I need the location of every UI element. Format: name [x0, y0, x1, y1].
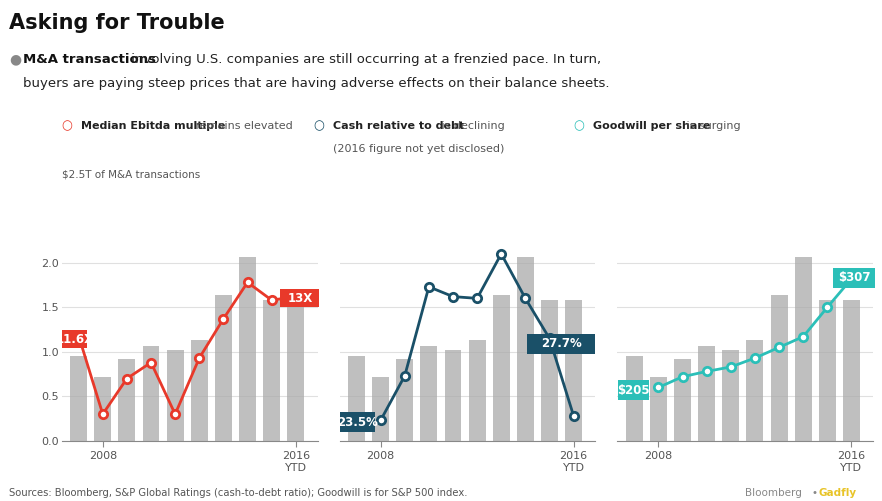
Bar [94, 377, 111, 441]
Text: 23.5%: 23.5% [337, 416, 378, 429]
FancyBboxPatch shape [527, 334, 595, 354]
Bar [143, 346, 160, 441]
Text: (2016 figure not yet disclosed): (2016 figure not yet disclosed) [333, 144, 504, 154]
Bar [118, 359, 135, 441]
Bar [517, 257, 534, 441]
Bar [372, 377, 389, 441]
Bar [239, 257, 256, 441]
Text: Median Ebitda multiple: Median Ebitda multiple [81, 121, 226, 131]
Bar [493, 295, 510, 441]
Text: is declining: is declining [438, 121, 505, 131]
Text: Goodwill per share: Goodwill per share [593, 121, 710, 131]
Text: involving U.S. companies are still occurring at a frenzied pace. In turn,: involving U.S. companies are still occur… [127, 53, 602, 66]
Text: $307: $307 [838, 272, 871, 285]
Text: Bloomberg: Bloomberg [745, 488, 802, 498]
Bar [421, 346, 437, 441]
Bar [626, 356, 643, 441]
FancyBboxPatch shape [340, 412, 375, 432]
Bar [795, 257, 811, 441]
Bar [746, 340, 764, 441]
Text: ○: ○ [62, 119, 72, 132]
FancyBboxPatch shape [280, 290, 319, 307]
Bar [215, 295, 232, 441]
Bar [396, 359, 413, 441]
Text: Asking for Trouble: Asking for Trouble [9, 13, 225, 33]
Text: •: • [811, 488, 818, 498]
Bar [191, 340, 208, 441]
FancyBboxPatch shape [833, 268, 875, 288]
Text: ●: ● [9, 53, 21, 67]
Text: 27.7%: 27.7% [542, 337, 582, 350]
Bar [263, 300, 280, 441]
Bar [565, 300, 582, 441]
Bar [348, 356, 365, 441]
Bar [445, 350, 461, 441]
Bar [722, 350, 739, 441]
Text: ○: ○ [573, 119, 584, 132]
Bar [167, 350, 183, 441]
Text: ○: ○ [313, 119, 324, 132]
Bar [843, 300, 860, 441]
Text: Gadfly: Gadfly [818, 488, 856, 498]
Bar [650, 377, 667, 441]
Text: Cash relative to debt: Cash relative to debt [333, 121, 464, 131]
Text: buyers are paying steep prices that are having adverse effects on their balance : buyers are paying steep prices that are … [23, 77, 609, 90]
Bar [468, 340, 486, 441]
Text: is surging: is surging [684, 121, 741, 131]
Text: remains elevated: remains elevated [191, 121, 293, 131]
Bar [818, 300, 836, 441]
Text: Sources: Bloomberg, S&P Global Ratings (cash-to-debt ratio); Goodwill is for S&P: Sources: Bloomberg, S&P Global Ratings (… [9, 488, 467, 498]
FancyBboxPatch shape [63, 331, 86, 348]
Bar [288, 300, 304, 441]
Bar [771, 295, 788, 441]
Bar [71, 356, 87, 441]
FancyBboxPatch shape [618, 380, 649, 400]
Bar [674, 359, 691, 441]
Bar [541, 300, 558, 441]
Text: $2.5T of M&A transactions: $2.5T of M&A transactions [62, 169, 200, 179]
Text: 13X: 13X [288, 292, 312, 305]
Text: 11.6X: 11.6X [56, 333, 93, 346]
Bar [699, 346, 715, 441]
Text: $205: $205 [617, 384, 650, 397]
Text: M&A transactions: M&A transactions [23, 53, 156, 66]
